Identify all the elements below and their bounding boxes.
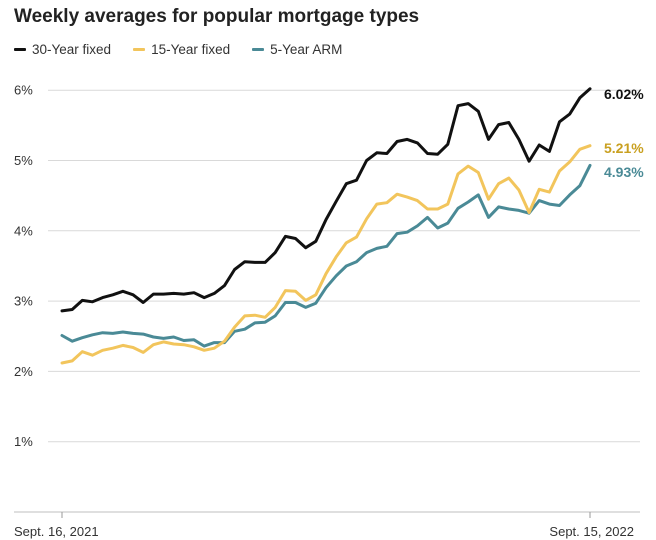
series-line-5-year-arm bbox=[60, 163, 592, 348]
end-value-label-15-year-fixed: 5.21% bbox=[604, 140, 644, 156]
y-tick-label: 5% bbox=[14, 153, 33, 168]
legend-item-30-year-fixed: 30-Year fixed bbox=[14, 42, 111, 57]
series-line-30-year-fixed bbox=[60, 87, 592, 313]
x-tick-label-start: Sept. 16, 2021 bbox=[14, 524, 99, 539]
y-tick-label: 6% bbox=[14, 83, 33, 98]
end-value-label-30-year-fixed: 6.02% bbox=[604, 86, 644, 102]
series-line-15-year-fixed bbox=[60, 144, 592, 365]
end-value-label-5-year-arm: 4.93% bbox=[604, 164, 644, 180]
legend-item-5-year-arm: 5-Year ARM bbox=[252, 42, 342, 57]
y-tick-label: 3% bbox=[14, 294, 33, 309]
chart-title: Weekly averages for popular mortgage typ… bbox=[14, 6, 420, 27]
legend-swatch-5-year-arm bbox=[252, 48, 265, 51]
legend-item-15-year-fixed: 15-Year fixed bbox=[133, 42, 230, 57]
legend-swatch-15-year-fixed bbox=[133, 48, 146, 51]
y-tick-label: 4% bbox=[14, 223, 33, 238]
legend-swatch-30-year-fixed bbox=[14, 48, 26, 51]
legend: 30-Year fixed 15-Year fixed 5-Year ARM bbox=[14, 42, 364, 57]
y-tick-label: 2% bbox=[14, 364, 33, 379]
legend-label-30-year-fixed: 30-Year fixed bbox=[32, 42, 112, 57]
legend-label-15-year-fixed: 15-Year fixed bbox=[151, 42, 231, 57]
y-tick-label: 1% bbox=[14, 434, 33, 449]
legend-label-5-year-arm: 5-Year ARM bbox=[270, 42, 343, 57]
x-tick-label-end: Sept. 15, 2022 bbox=[549, 524, 634, 539]
